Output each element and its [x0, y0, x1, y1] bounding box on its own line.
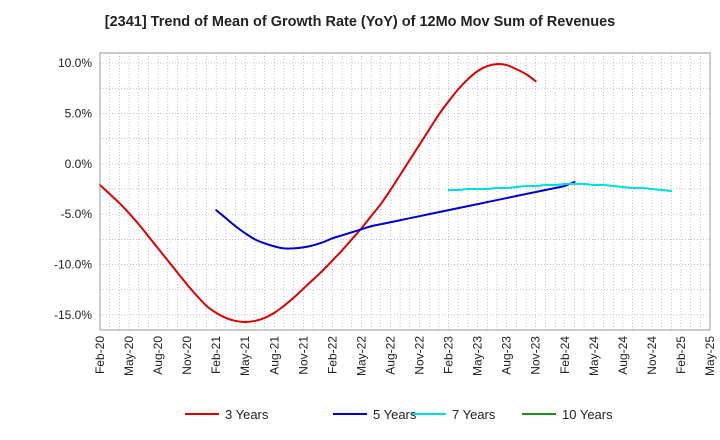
y-tick-label: 5.0% [65, 106, 93, 120]
y-tick-label: 10.0% [58, 56, 92, 70]
x-tick-label: Nov-20 [180, 336, 194, 375]
x-axis-ticks: Feb-20 May-20 Aug-20 Nov-20 Feb-21 May-21 Aug-… [93, 336, 717, 376]
series-line-3-years [99, 63, 537, 323]
chart-title: [2341] Trend of Mean of Growth Rate (YoY… [104, 14, 616, 30]
x-tick-label: Feb-21 [209, 336, 223, 374]
x-tick-label: May-25 [703, 336, 717, 376]
plot-border [99, 52, 711, 331]
x-tick-label: Feb-23 [442, 336, 456, 374]
series-line-7-years [447, 182, 673, 192]
x-tick-label: May-21 [238, 336, 252, 376]
x-tick-label: Nov-21 [296, 336, 310, 375]
x-tick-label: Aug-24 [616, 336, 630, 375]
y-tick-label: -15.0% [54, 308, 92, 322]
plot-area [100, 53, 710, 330]
x-tick-label: Nov-22 [413, 336, 427, 375]
x-tick-label: Feb-25 [674, 336, 688, 374]
legend: 3 Years 5 Years 7 Years 10 Years [185, 407, 613, 422]
series-layer [99, 63, 673, 323]
x-tick-label: Nov-24 [645, 336, 659, 375]
x-tick-label: May-24 [587, 336, 601, 376]
legend-label-7-years: 7 Years [452, 407, 496, 422]
x-tick-label: May-22 [354, 336, 368, 376]
x-tick-label: May-23 [471, 336, 485, 376]
legend-label-5-years: 5 Years [373, 407, 417, 422]
x-tick-label: Feb-24 [558, 336, 572, 374]
y-tick-label: 0.0% [65, 157, 93, 171]
x-tick-label: Nov-23 [529, 336, 543, 375]
y-tick-label: -10.0% [54, 258, 92, 272]
y-tick-label: -5.0% [61, 207, 93, 221]
x-tick-label: May-20 [122, 336, 136, 376]
series-line-5-years [215, 180, 576, 250]
x-tick-label: Aug-23 [500, 336, 514, 375]
legend-label-10-years: 10 Years [562, 407, 613, 422]
x-tick-label: Feb-20 [93, 336, 107, 374]
x-tick-label: Aug-20 [151, 336, 165, 375]
x-tick-label: Aug-22 [383, 336, 397, 375]
x-tick-label: Aug-21 [267, 336, 281, 375]
legend-label-3-years: 3 Years [225, 407, 269, 422]
x-tick-label: Feb-22 [325, 336, 339, 374]
y-axis-ticks: 10.0% 5.0% 0.0% -5.0% -10.0% -15.0% [54, 56, 92, 322]
